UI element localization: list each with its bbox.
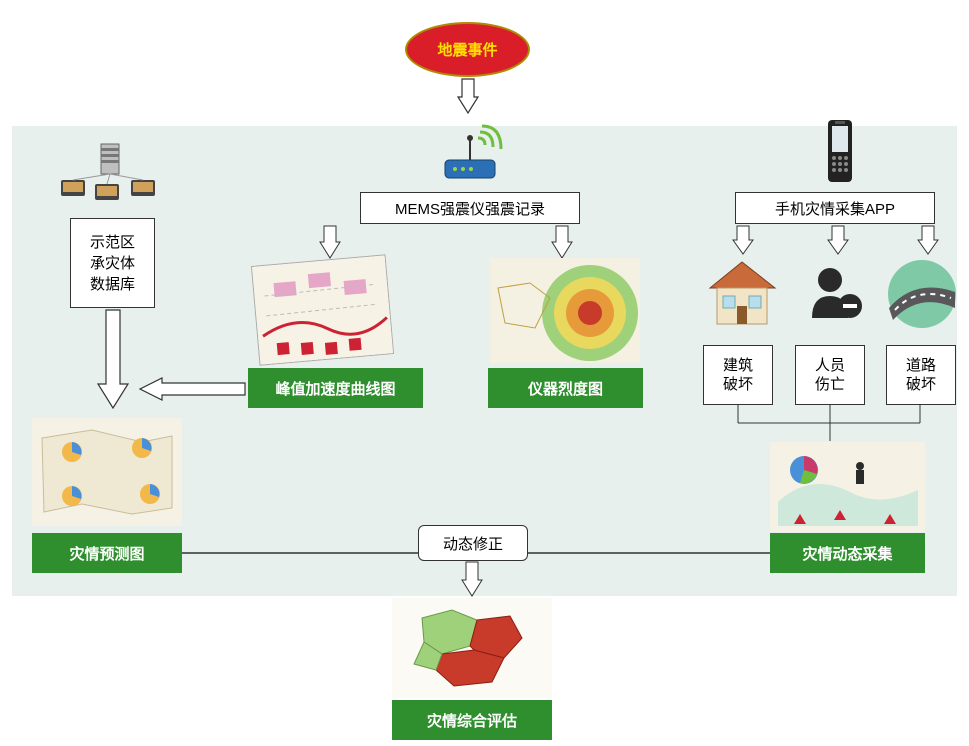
intensity-label: 仪器烈度图 xyxy=(528,378,603,399)
building-label: 建筑 破坏 xyxy=(723,356,753,395)
event-ellipse: 地震事件 xyxy=(405,22,530,77)
dynamic-collect-thumb xyxy=(770,442,925,532)
road-box: 道路 破坏 xyxy=(886,345,956,405)
arrow-event-to-router xyxy=(458,79,478,115)
mems-header-label: MEMS强震仪强震记录 xyxy=(395,198,545,219)
arrow-app-3 xyxy=(918,226,938,256)
dynamic-collect-box: 灾情动态采集 xyxy=(770,533,925,573)
casualty-label: 人员 伤亡 xyxy=(815,356,845,395)
join-lines-right xyxy=(700,405,960,445)
casualty-box: 人员 伤亡 xyxy=(795,345,865,405)
arrow-correct-down xyxy=(462,562,482,598)
forecast-box: 灾情预测图 xyxy=(32,533,182,573)
db-box: 示范区 承灾体 数据库 xyxy=(70,218,155,308)
building-box: 建筑 破坏 xyxy=(703,345,773,405)
mems-header-box: MEMS强震仪强震记录 xyxy=(360,192,580,224)
peak-accel-label: 峰值加速度曲线图 xyxy=(275,378,395,399)
arrow-mems-left xyxy=(320,226,340,260)
assessment-box: 灾情综合评估 xyxy=(392,700,552,740)
house-icon xyxy=(705,258,780,330)
intensity-box: 仪器烈度图 xyxy=(488,368,643,408)
arrow-app-1 xyxy=(733,226,753,256)
road-label: 道路 破坏 xyxy=(906,356,936,395)
app-header-box: 手机灾情采集APP xyxy=(735,192,935,224)
peak-accel-thumb xyxy=(251,254,394,365)
db-label: 示范区 承灾体 数据库 xyxy=(90,232,135,295)
mobile-phone-icon xyxy=(820,118,860,188)
arrow-db-down xyxy=(98,310,128,410)
forecast-thumb xyxy=(32,418,182,526)
person-remove-icon xyxy=(800,260,870,330)
dynamic-collect-label: 灾情动态采集 xyxy=(802,543,892,564)
servers-icon xyxy=(55,140,165,210)
assessment-label: 灾情综合评估 xyxy=(427,710,517,731)
wireless-router-icon xyxy=(430,120,510,185)
event-label: 地震事件 xyxy=(437,39,497,60)
arrow-app-2 xyxy=(828,226,848,256)
forecast-label: 灾情预测图 xyxy=(69,543,144,564)
arrow-peak-left xyxy=(140,378,245,400)
assessment-thumb xyxy=(392,598,552,698)
arrow-mems-right xyxy=(552,226,572,260)
dynamic-correct-label: 动态修正 xyxy=(443,533,503,554)
dynamic-correct-box: 动态修正 xyxy=(418,525,528,561)
peak-accel-box: 峰值加速度曲线图 xyxy=(248,368,423,408)
app-header-label: 手机灾情采集APP xyxy=(775,198,895,219)
road-icon xyxy=(885,258,960,330)
intensity-thumb xyxy=(490,258,640,363)
